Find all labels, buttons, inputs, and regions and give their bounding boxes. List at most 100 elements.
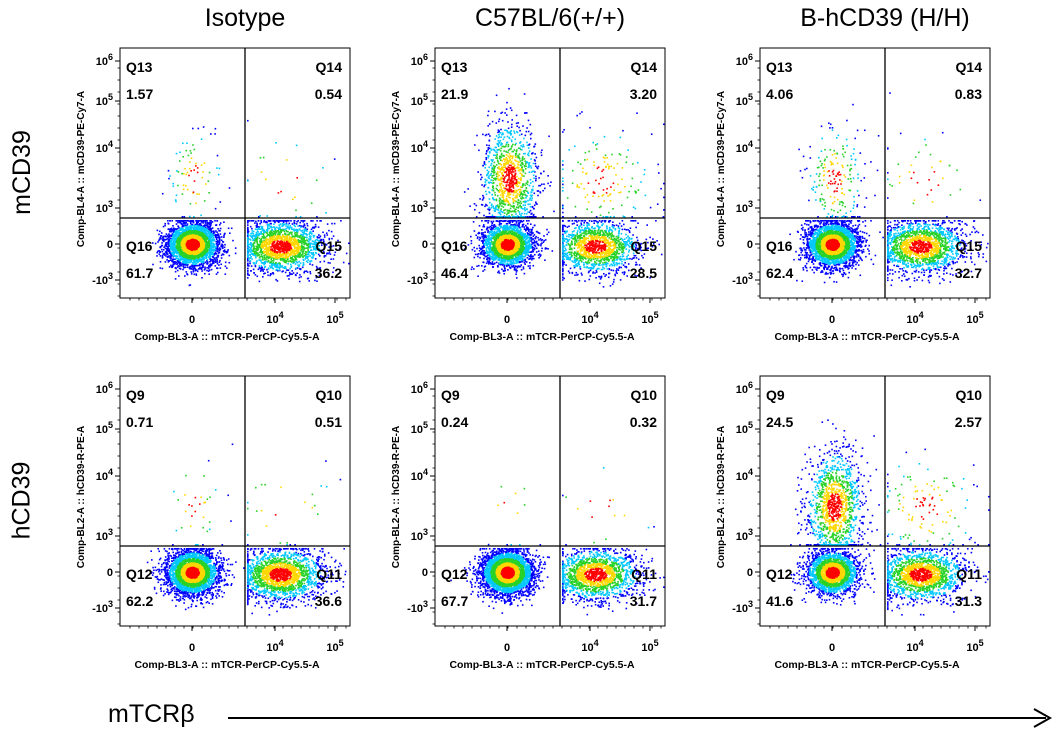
event-dot	[167, 249, 169, 252]
event-dot	[211, 248, 214, 251]
event-dot	[255, 256, 257, 259]
event-dot	[194, 253, 196, 256]
event-dot	[348, 242, 350, 245]
event-dot	[177, 221, 179, 224]
event-dot	[191, 240, 193, 242]
event-dot	[218, 261, 221, 263]
event-dot	[261, 262, 264, 264]
event-dot	[175, 152, 178, 155]
event-dot	[252, 220, 255, 222]
event-dot	[249, 225, 252, 228]
event-dot	[190, 268, 192, 270]
event-dot	[309, 244, 311, 247]
event-dot	[216, 267, 219, 270]
event-dot	[269, 230, 272, 232]
event-dot	[270, 236, 272, 239]
event-dot	[165, 245, 168, 248]
event-dot	[256, 249, 259, 251]
event-dot	[249, 235, 252, 237]
event-dot	[224, 265, 227, 268]
event-dot	[266, 229, 269, 231]
event-dot	[200, 237, 202, 239]
event-dot	[196, 259, 199, 262]
event-dot	[223, 246, 226, 249]
event-dot	[294, 263, 297, 265]
event-dot	[265, 231, 268, 234]
event-dot	[203, 245, 206, 247]
event-dot	[274, 257, 276, 259]
event-dot	[162, 240, 165, 243]
event-dot	[182, 236, 184, 239]
event-dot	[275, 250, 277, 253]
event-dot	[299, 246, 301, 249]
event-dot	[198, 226, 201, 229]
event-dot	[256, 226, 259, 228]
event-dot	[217, 245, 219, 247]
event-dot	[302, 258, 305, 261]
event-dot	[193, 258, 195, 260]
event-dot	[285, 222, 288, 224]
event-dot	[265, 238, 268, 241]
event-dot	[170, 256, 172, 258]
event-dot	[173, 261, 176, 263]
event-dot	[168, 255, 170, 257]
event-dot	[295, 229, 298, 232]
event-dot	[266, 241, 268, 244]
event-dot	[283, 223, 285, 226]
event-dot	[201, 231, 203, 233]
event-dot	[159, 267, 162, 269]
event-dot	[281, 238, 283, 240]
event-dot	[216, 154, 219, 157]
event-dot	[192, 248, 195, 251]
event-dot	[201, 220, 203, 222]
event-dot	[312, 236, 315, 238]
event-dot	[181, 234, 183, 236]
event-dot	[281, 258, 283, 260]
event-dot	[204, 220, 207, 222]
event-dot	[180, 246, 182, 248]
event-dot	[309, 272, 312, 275]
event-dot	[179, 234, 181, 237]
event-dot	[252, 239, 254, 242]
event-dot	[217, 239, 219, 242]
event-dot	[288, 255, 290, 257]
event-dot	[201, 226, 204, 228]
event-dot	[295, 250, 297, 252]
event-dot	[324, 255, 327, 257]
event-dot	[256, 233, 258, 235]
event-dot	[170, 227, 173, 230]
event-dot	[216, 241, 219, 244]
event-dot	[249, 257, 251, 259]
event-dot	[281, 223, 284, 225]
event-dot	[280, 238, 282, 241]
event-dot	[226, 267, 228, 269]
event-dot	[210, 258, 212, 261]
event-dot	[183, 260, 186, 262]
event-dot	[170, 257, 172, 260]
event-dot	[290, 241, 293, 244]
event-dot	[280, 230, 282, 233]
event-dot	[209, 234, 211, 237]
event-dot	[302, 246, 305, 248]
event-dot	[300, 233, 302, 236]
event-dot	[280, 248, 282, 250]
event-dot	[180, 253, 183, 256]
event-dot	[197, 238, 199, 240]
event-dot	[269, 256, 272, 258]
event-dot	[204, 272, 206, 275]
event-dot	[287, 260, 290, 263]
event-dot	[314, 258, 317, 260]
plot-frame	[119, 47, 351, 299]
event-dot	[317, 248, 319, 250]
event-dot	[194, 241, 196, 243]
event-dot	[165, 244, 167, 246]
event-dot	[186, 266, 189, 268]
event-dot	[275, 235, 278, 238]
event-dot	[299, 262, 302, 264]
event-dot	[273, 220, 275, 222]
event-dot	[305, 232, 307, 235]
event-dot	[247, 238, 249, 241]
event-dot	[167, 246, 169, 248]
event-dot	[307, 244, 310, 246]
event-dot	[276, 220, 279, 222]
